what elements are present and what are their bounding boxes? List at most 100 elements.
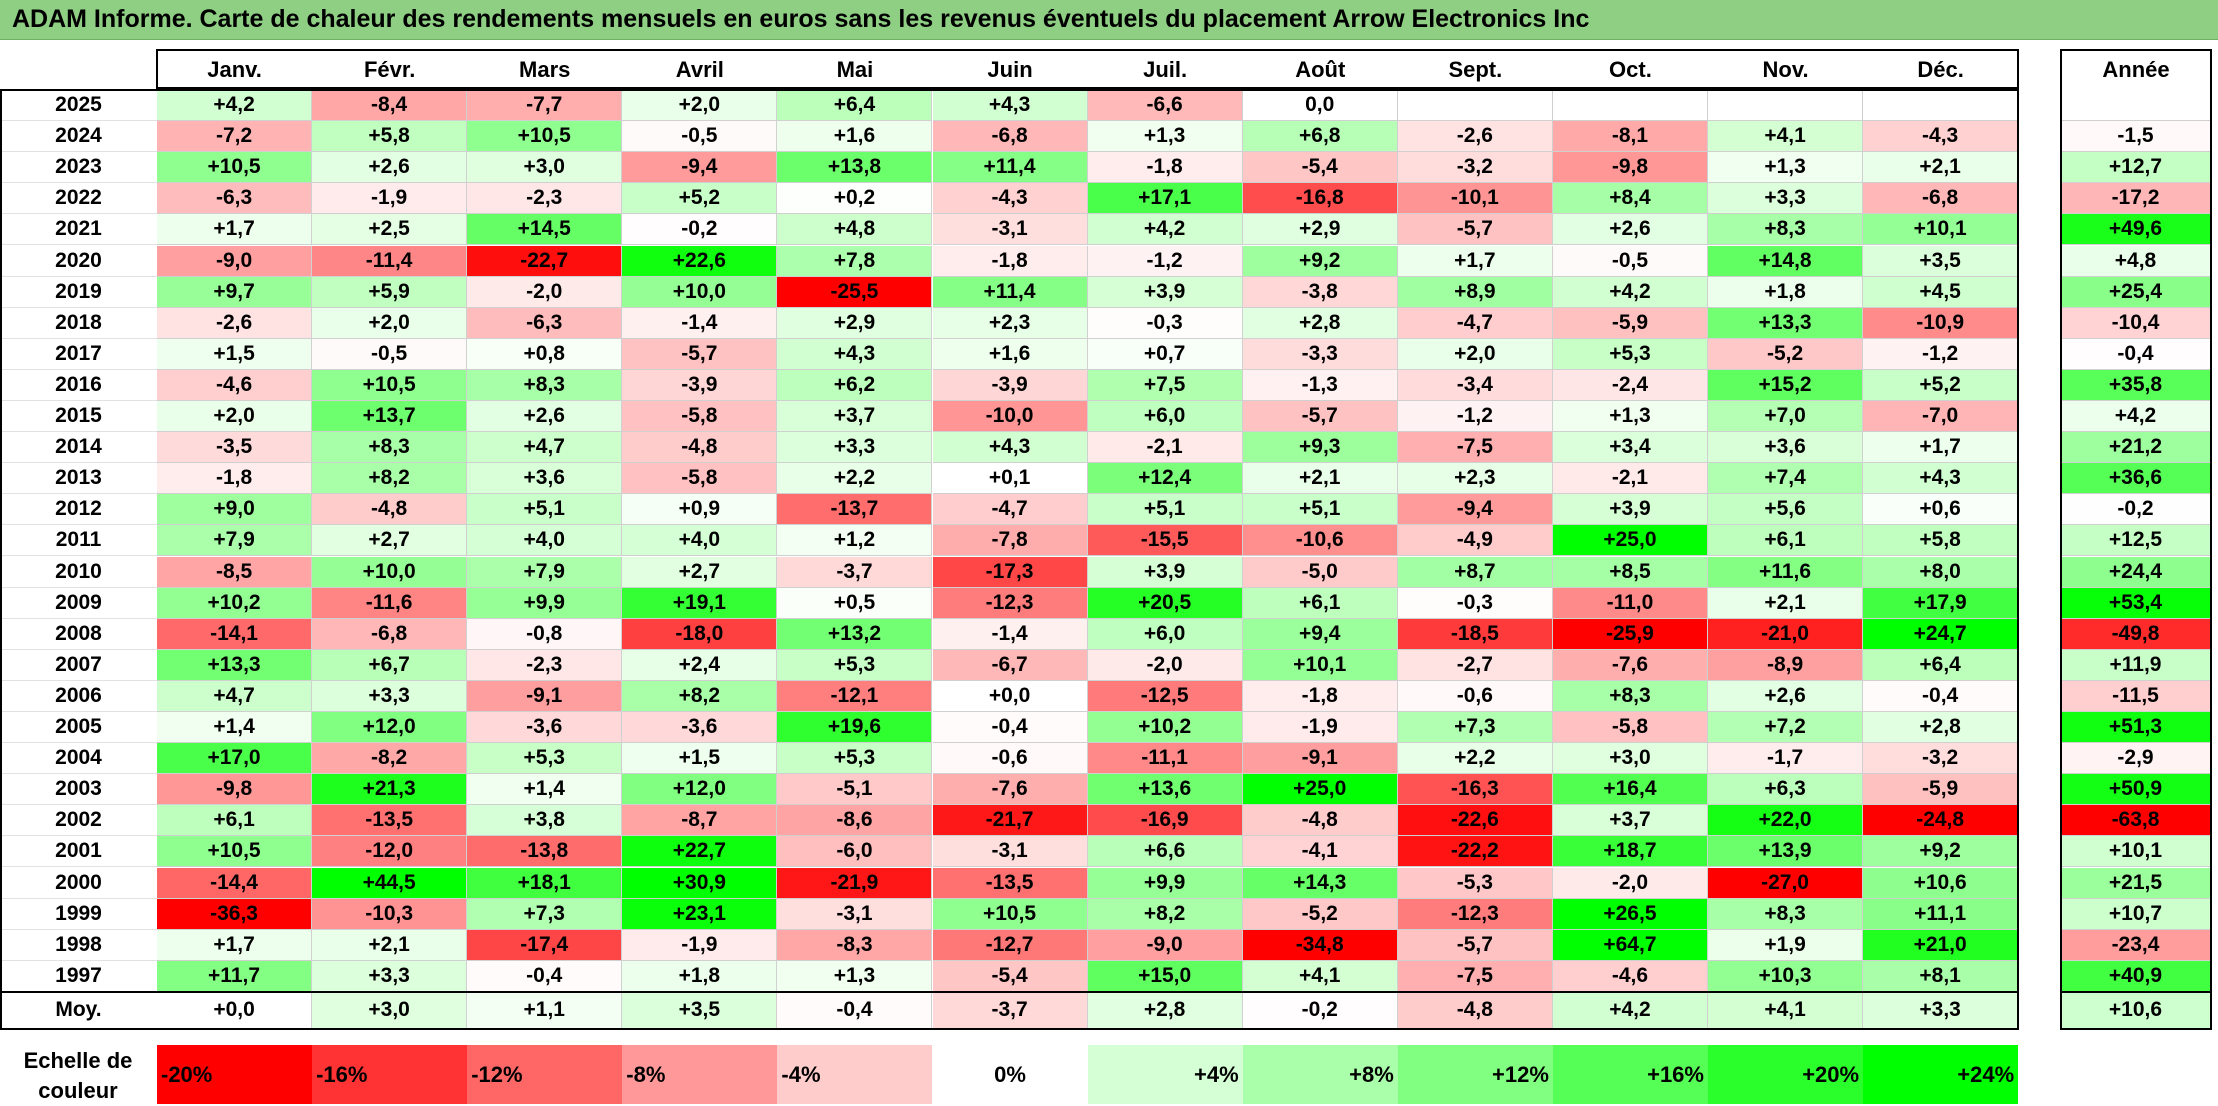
heatmap-cell: -36,3	[157, 898, 313, 930]
annual-cell: +10,1	[2061, 836, 2211, 868]
average-cell: +4,2	[1552, 992, 1708, 1029]
heatmap-cell: -7,7	[467, 90, 623, 122]
heatmap-cell: +9,7	[157, 276, 313, 308]
annual-cell: -0,2	[2061, 494, 2211, 526]
heatmap-cell: +2,9	[777, 307, 933, 339]
heatmap-cell: +10,0	[622, 276, 778, 308]
heatmap-cell: +5,8	[312, 121, 468, 153]
heatmap-cell: -2,6	[1397, 121, 1553, 153]
average-cell: -0,4	[777, 992, 933, 1029]
heatmap-cell: +5,1	[467, 494, 623, 526]
heatmap-cell: -21,7	[932, 805, 1088, 837]
year-label: 2020	[0, 246, 157, 277]
heatmap-cell: +8,3	[312, 432, 468, 464]
average-cell: -3,7	[932, 992, 1088, 1029]
heatmap-cell: -13,5	[932, 867, 1088, 899]
heatmap-cell: -6,6	[1087, 90, 1243, 122]
heatmap-cell: -13,7	[777, 494, 933, 526]
heatmap-cell: +14,8	[1708, 245, 1864, 277]
color-scale-swatch: -4%	[777, 1045, 933, 1104]
heatmap-cell: +8,9	[1397, 276, 1553, 308]
annual-cell: +51,3	[2061, 712, 2211, 744]
heatmap-cell: +1,8	[1708, 276, 1864, 308]
heatmap-cell: +1,3	[777, 960, 933, 992]
heatmap-cell: -8,6	[777, 805, 933, 837]
month-header: Janv.	[207, 56, 262, 82]
year-label: 2010	[0, 557, 157, 588]
heatmap-cell: -8,9	[1708, 649, 1864, 681]
color-scale-swatch: +20%	[1708, 1045, 1864, 1104]
annual-cell: -11,5	[2061, 680, 2211, 712]
heatmap-cell: +2,7	[622, 556, 778, 588]
heatmap-cell: -5,9	[1552, 307, 1708, 339]
heatmap-cell: +23,1	[622, 898, 778, 930]
heatmap-cell: -5,2	[1242, 898, 1398, 930]
heatmap-cell: +12,0	[622, 774, 778, 806]
year-label: 1998	[0, 930, 157, 961]
heatmap-cell: +0,0	[932, 680, 1088, 712]
heatmap-cell: +8,1	[1863, 960, 2019, 992]
heatmap-cell: -1,3	[1242, 369, 1398, 401]
year-label: 2000	[0, 868, 157, 899]
annual-cell: -63,8	[2061, 805, 2211, 837]
heatmap-cell: -2,0	[1087, 649, 1243, 681]
heatmap-cell: -0,6	[932, 743, 1088, 775]
heatmap-cell: +21,0	[1863, 929, 2019, 961]
heatmap-cell: -13,8	[467, 836, 623, 868]
month-header: Nov.	[1762, 56, 1809, 82]
heatmap-cell: -1,2	[1087, 245, 1243, 277]
heatmap-cell: -2,4	[1552, 369, 1708, 401]
heatmap-cell: -8,1	[1552, 121, 1708, 153]
heatmap-cell: -8,5	[157, 556, 313, 588]
heatmap-cell: +4,2	[1087, 214, 1243, 246]
heatmap-cell: +8,0	[1863, 556, 2019, 588]
heatmap-cell: +6,8	[1242, 121, 1398, 153]
annual-cell: -23,4	[2061, 929, 2211, 961]
heatmap-cell: -3,1	[777, 898, 933, 930]
year-label: 2022	[0, 183, 157, 215]
year-label: 2009	[0, 588, 157, 619]
heatmap-cell: +9,4	[1242, 618, 1398, 650]
annual-cell	[2061, 90, 2211, 122]
heatmap-cell: -34,8	[1242, 929, 1398, 961]
heatmap-cell	[1708, 90, 1864, 122]
heatmap-cell: +3,0	[1552, 743, 1708, 775]
heatmap-cell: -5,7	[1242, 401, 1398, 433]
heatmap-cell: -3,9	[622, 369, 778, 401]
heatmap-cell: +6,4	[1863, 649, 2019, 681]
heatmap-cell: -21,9	[777, 867, 933, 899]
annual-cell: +25,4	[2061, 276, 2211, 308]
heatmap-cell: +2,6	[467, 401, 623, 433]
annual-cell: -49,8	[2061, 618, 2211, 650]
annual-cell: +53,4	[2061, 587, 2211, 619]
heatmap-cell: +17,9	[1863, 587, 2019, 619]
heatmap-cell: -6,8	[312, 618, 468, 650]
heatmap-cell: -5,4	[1242, 152, 1398, 184]
heatmap-cell: +7,9	[157, 525, 313, 557]
color-scale-swatch: +24%	[1863, 1045, 2019, 1104]
annual-cell: +12,5	[2061, 525, 2211, 557]
heatmap-cell: -4,8	[1242, 805, 1398, 837]
heatmap-cell: -1,8	[157, 463, 313, 495]
heatmap-cell: -2,3	[467, 183, 623, 215]
heatmap-cell: -3,9	[932, 369, 1088, 401]
annual-cell: +21,5	[2061, 867, 2211, 899]
heatmap-cell: -11,1	[1087, 743, 1243, 775]
heatmap-cell: +5,3	[777, 649, 933, 681]
heatmap-cell: -3,4	[1397, 369, 1553, 401]
heatmap-cell: -3,8	[1242, 276, 1398, 308]
heatmap-cell: +16,4	[1552, 774, 1708, 806]
heatmap-cell: +8,7	[1397, 556, 1553, 588]
month-header: Févr.	[363, 56, 416, 82]
heatmap-cell: +9,2	[1242, 245, 1398, 277]
heatmap-cell: -8,3	[777, 929, 933, 961]
heatmap-cell: +24,7	[1863, 618, 2019, 650]
heatmap-cell: +1,8	[622, 960, 778, 992]
year-label: 2012	[0, 494, 157, 526]
annual-cell: -10,4	[2061, 307, 2211, 339]
annual-cell: -1,5	[2061, 121, 2211, 153]
heatmap-cell: +13,3	[157, 649, 313, 681]
heatmap-cell: -1,7	[1708, 743, 1864, 775]
average-cell: +3,0	[312, 992, 468, 1029]
average-cell: +0,0	[157, 992, 313, 1029]
